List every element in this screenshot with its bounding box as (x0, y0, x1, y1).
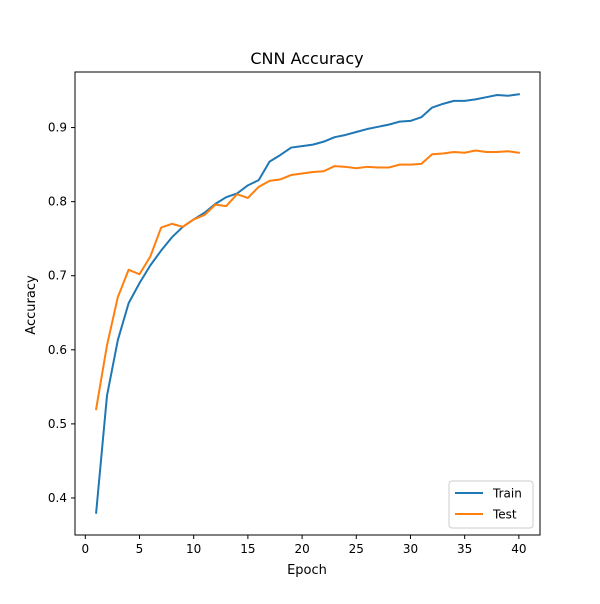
y-tick-label: 0.7 (48, 269, 67, 283)
plot-area: 0 5 10 15 20 25 30 35 40 0.4 0.5 0.6 0.7 0.8 0.9 (48, 71, 541, 556)
x-tick-label: 10 (186, 542, 201, 556)
legend-label-test: Test (492, 508, 517, 522)
x-tick-label: 40 (511, 542, 526, 556)
y-tick-label: 0.6 (48, 343, 67, 357)
y-tick-label: 0.5 (48, 417, 67, 431)
x-tick-label: 0 (81, 542, 89, 556)
chart-legend: Train Test (448, 480, 534, 529)
y-tick-label: 0.9 (48, 121, 67, 135)
chart-title: CNN Accuracy (250, 49, 363, 68)
axes-frame (74, 71, 541, 536)
x-tick-label: 25 (349, 542, 364, 556)
y-tick-label: 0.4 (48, 491, 67, 505)
y-axis-label: Accuracy (24, 275, 39, 335)
x-tick-label: 30 (403, 542, 418, 556)
legend-label-train: Train (492, 487, 522, 501)
series-line-test (94, 149, 520, 411)
x-axis-label: Epoch (287, 563, 327, 578)
series-line-train (95, 93, 520, 514)
x-tick-label: 5 (136, 542, 144, 556)
y-tick-label: 0.8 (48, 195, 67, 209)
x-tick-label: 20 (294, 542, 309, 556)
x-tick-label: 35 (457, 542, 472, 556)
x-tick-label: 15 (240, 542, 255, 556)
